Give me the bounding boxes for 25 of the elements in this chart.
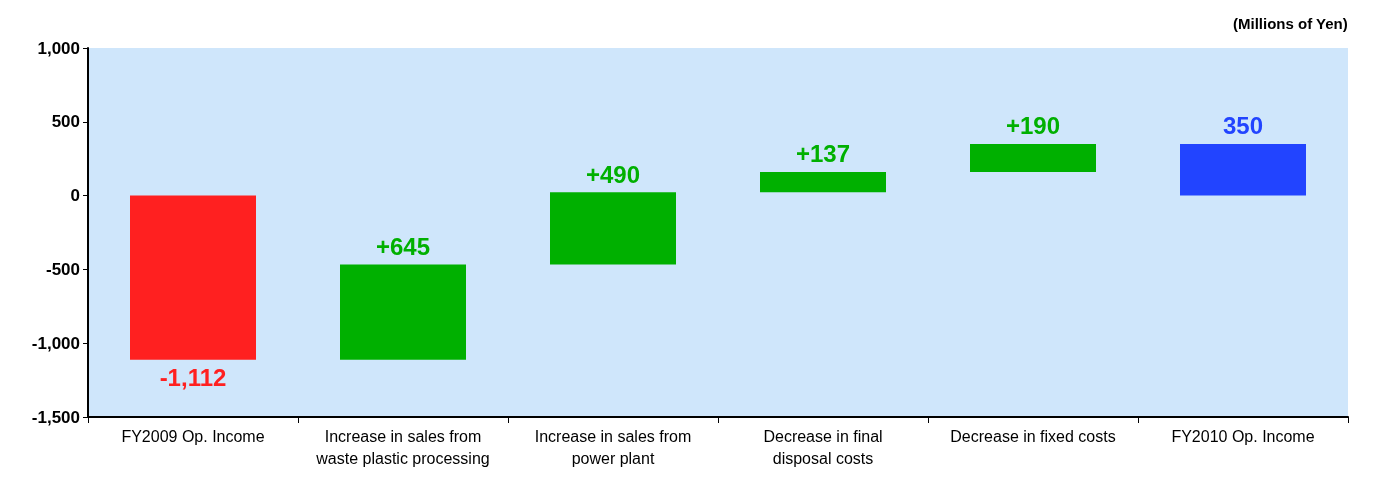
x-tick-label: Increase in sales from waste plastic processing	[315, 427, 490, 467]
y-tick-label: 500	[51, 112, 80, 132]
y-tick-label: 1,000	[37, 38, 80, 58]
bar	[1180, 143, 1306, 196]
bar	[970, 143, 1096, 172]
x-tick-label: Decrease in fixed costs	[950, 427, 1116, 445]
data-label: +137	[795, 140, 851, 168]
y-tick-label: 0	[70, 186, 80, 206]
bar	[130, 195, 256, 360]
bar	[550, 192, 676, 265]
data-label: +645	[375, 233, 431, 261]
x-tick-label: FY2010 Op. Income	[1171, 427, 1315, 445]
data-label: +490	[585, 160, 641, 188]
bar	[760, 171, 886, 193]
data-label: 350	[1222, 112, 1264, 140]
y-axis-title: (Millions of Yen)	[1233, 15, 1348, 32]
data-label: +190	[1005, 112, 1061, 140]
y-tick-label: -1,000	[31, 333, 80, 353]
y-tick-label: -1,500	[31, 407, 80, 427]
y-tick-label: -500	[45, 259, 80, 279]
data-label: -1,112	[159, 364, 227, 392]
x-tick-label: Decrease in final disposal costs	[763, 427, 883, 467]
bar	[340, 264, 466, 360]
x-tick-label: Increase in sales from power plant	[534, 427, 692, 467]
x-tick-label: FY2009 Op. Income	[121, 427, 265, 445]
